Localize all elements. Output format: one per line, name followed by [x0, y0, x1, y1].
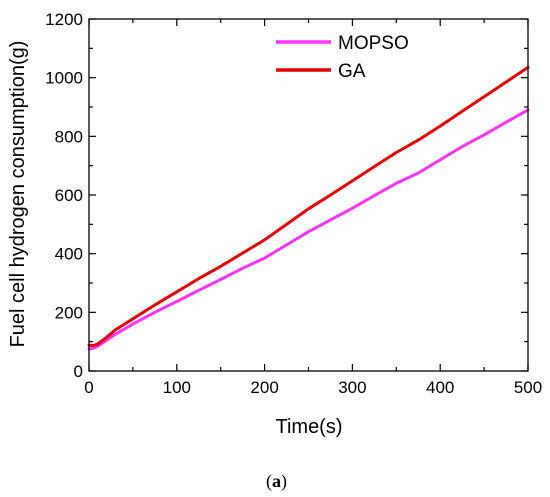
y-tick-label: 400 [55, 245, 83, 264]
y-tick-label: 200 [55, 303, 83, 322]
y-tick-label: 0 [74, 362, 83, 381]
legend-label-ga: GA [338, 61, 366, 82]
series-layer [87, 65, 530, 351]
x-tick-label: 500 [514, 378, 542, 397]
x-tick-label: 0 [84, 378, 93, 397]
caption-letter: a [272, 471, 281, 491]
y-tick-label: 1000 [45, 69, 83, 88]
y-tick-label: 1200 [45, 10, 83, 29]
figure-caption: (a) [266, 471, 287, 492]
axes-layer [88, 18, 529, 372]
x-tick-label: 200 [250, 378, 278, 397]
y-tick-label: 800 [55, 127, 83, 146]
x-axis-title: Time(s) [275, 416, 342, 438]
caption-close: ) [281, 471, 287, 492]
series-line-ga [87, 65, 530, 347]
x-tick-label: 300 [338, 378, 366, 397]
series-line-mopso [87, 108, 530, 351]
legend: MOPSO GA [276, 33, 409, 82]
legend-label-mopso: MOPSO [338, 33, 409, 54]
y-axis-title: Fuel cell hydrogen consumption(g) [7, 41, 29, 348]
x-tick-label: 100 [163, 378, 191, 397]
plot-frame [88, 18, 529, 372]
y-tick-label: 600 [55, 186, 83, 205]
x-tick-label: 400 [426, 378, 454, 397]
ticks-layer: 0 100 200 300 400 500 0 200 400 600 800 1000 1200 [45, 10, 542, 397]
caption-open: ( [266, 471, 272, 492]
